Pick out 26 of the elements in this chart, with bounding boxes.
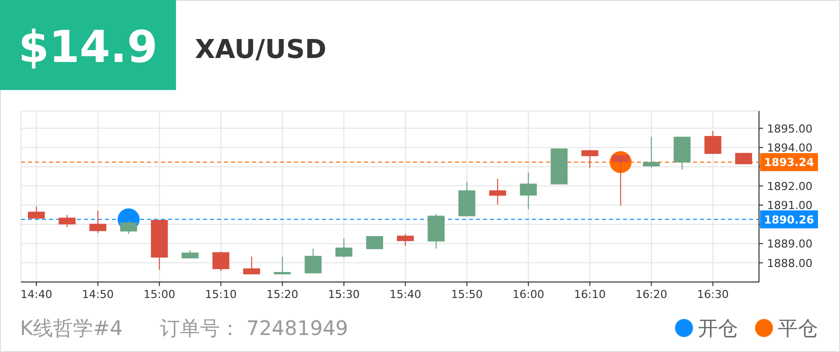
x-tick-label: 16:00: [512, 288, 544, 301]
x-tick-label: 15:20: [266, 288, 298, 301]
ref-line-label: 1893.24: [764, 156, 814, 170]
y-tick-label: 1894.00: [767, 142, 812, 155]
ref-line-label: 1890.26: [764, 213, 814, 226]
x-tick-label: 16:10: [574, 288, 606, 301]
chart-title: XAU/USD: [195, 35, 326, 65]
y-tick-label: 1889.00: [767, 238, 812, 251]
x-tick-label: 15:00: [144, 288, 176, 301]
y-tick-label: 1892.00: [767, 180, 812, 193]
x-tick-label: 15:50: [451, 288, 483, 301]
text: 订单号： 72481949: [160, 316, 348, 340]
legend-label: 开仓: [698, 316, 738, 340]
x-tick-label: 16:20: [636, 288, 668, 301]
y-tick-label: 1888.00: [767, 256, 812, 270]
x-tick-label: 15:30: [328, 288, 360, 301]
x-tick-label: 14:40: [20, 288, 52, 301]
x-tick-label: 16:30: [697, 288, 729, 301]
y-tick-label: 1895.00: [767, 122, 812, 136]
x-tick-label: 15:40: [390, 288, 422, 301]
y-tick-label: 1891.00: [767, 199, 812, 212]
legend-label: 平仓: [778, 316, 818, 340]
text: K线哲学#4: [20, 316, 123, 340]
text: $14.9: [18, 22, 158, 73]
x-tick-label: 15:10: [205, 288, 237, 301]
x-tick-label: 14:50: [82, 288, 114, 301]
